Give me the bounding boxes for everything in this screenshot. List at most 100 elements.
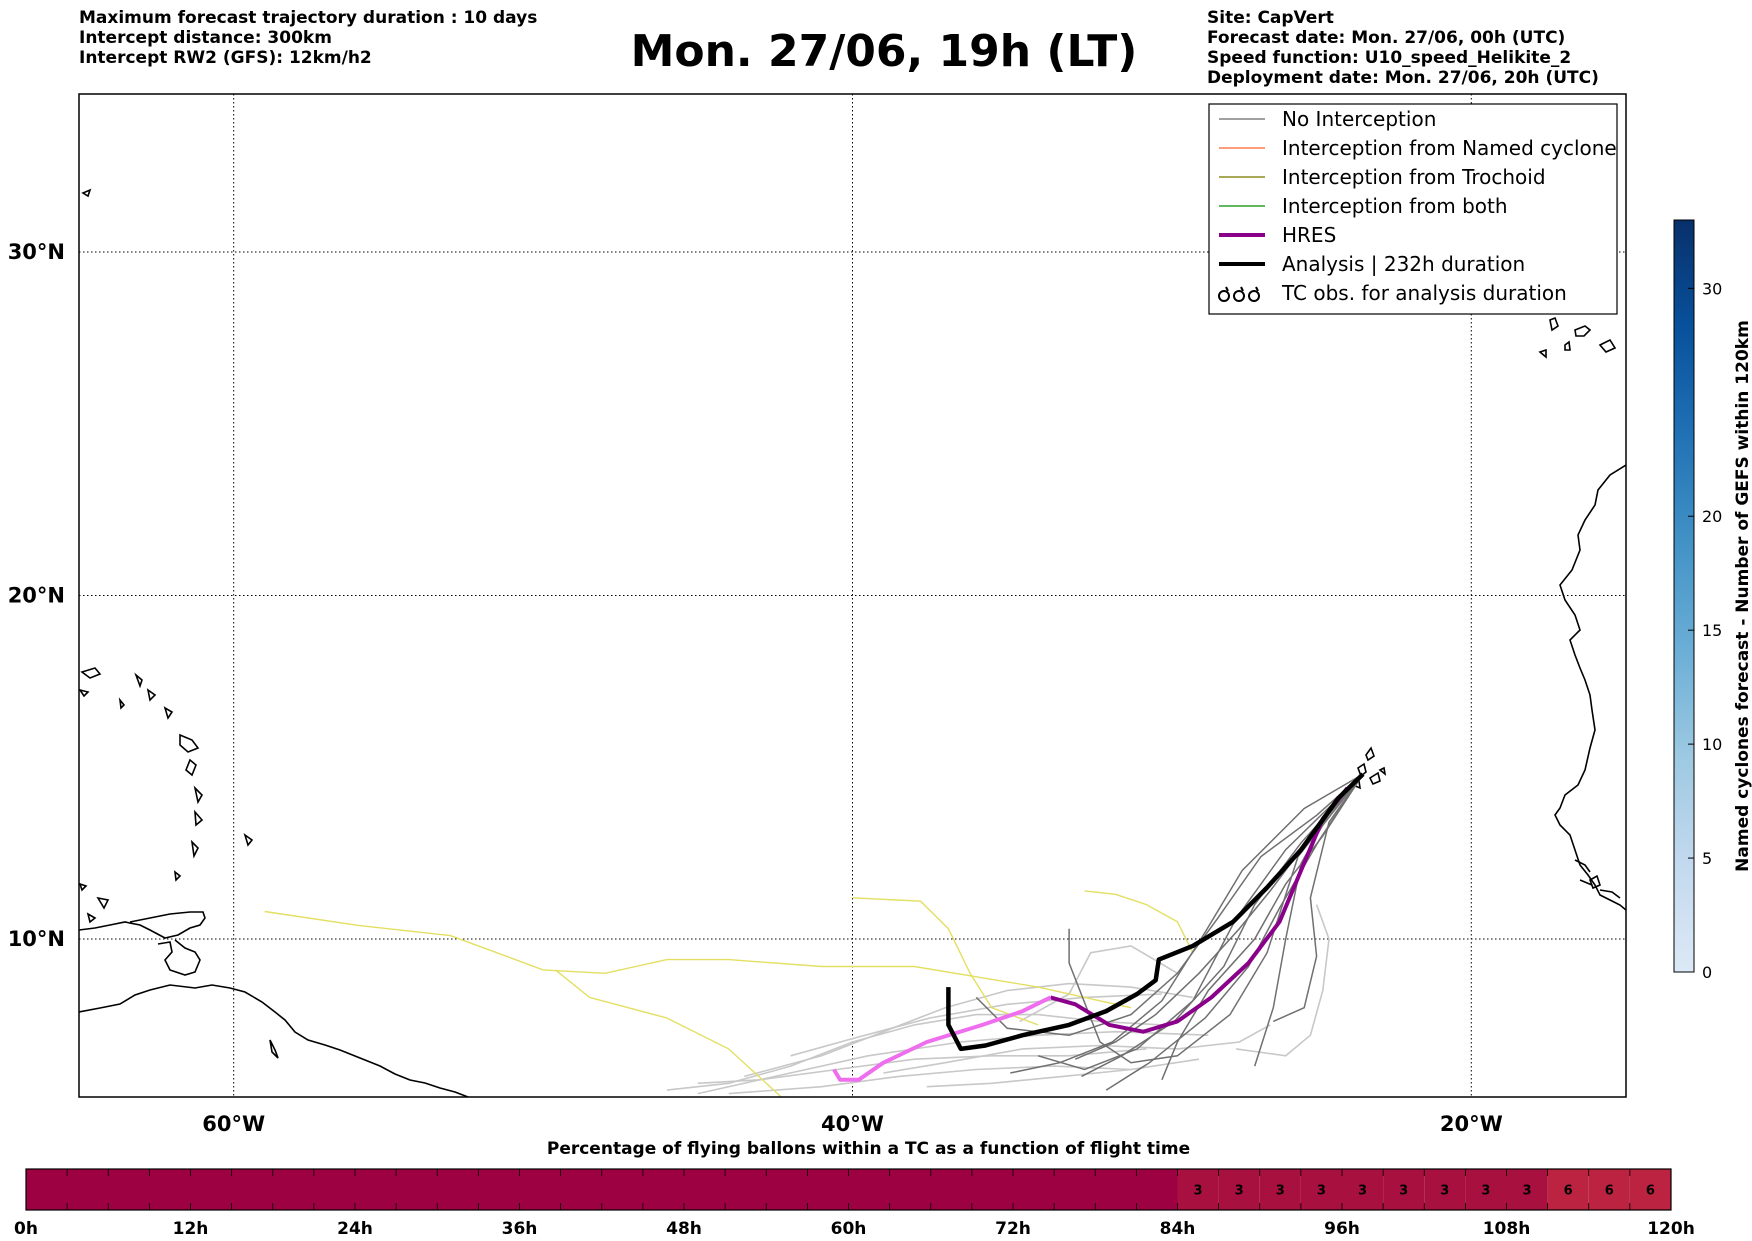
island-antilles xyxy=(243,832,254,847)
header-info-left: Maximum forecast trajectory duration : 1… xyxy=(79,8,537,68)
island-antilles xyxy=(146,688,157,702)
ensemble-track-no-interception xyxy=(728,1065,1132,1095)
ensemble-track-no-interception xyxy=(790,993,1162,1057)
island-antilles xyxy=(185,758,197,777)
legend-label: Analysis | 232h duration xyxy=(1282,252,1525,276)
strip-x-label: 60h xyxy=(831,1219,867,1239)
island-antilles xyxy=(134,672,143,689)
strip-cell-value: 3 xyxy=(1358,1184,1367,1199)
ensemble-track-no-interception xyxy=(1068,773,1364,1064)
ensemble-track-no-interception xyxy=(1272,773,1364,1023)
strip-x-label: 24h xyxy=(337,1219,373,1239)
strip-cell xyxy=(1383,1169,1425,1210)
colorbar-label: Named cyclones forecast - Number of GEFS… xyxy=(1733,320,1752,872)
coastline-africa xyxy=(1554,464,1626,911)
header-line: Site: CapVert xyxy=(1207,8,1334,28)
header-info-right: Site: CapVert Forecast date: Mon. 27/06,… xyxy=(1207,8,1599,88)
island-antilles xyxy=(173,870,182,882)
strip-x-label: 12h xyxy=(173,1219,209,1239)
strip-cell-value: 3 xyxy=(1317,1184,1326,1199)
legend-label: TC obs. for analysis duration xyxy=(1281,281,1567,305)
colorbar-tick-label: 30 xyxy=(1702,279,1722,298)
island-antilles xyxy=(81,188,92,198)
strip-cell xyxy=(1588,1169,1630,1210)
analysis-track xyxy=(946,772,1365,1052)
tc-obs-symbol-tail xyxy=(1225,286,1229,292)
x-tick-label: 20°W xyxy=(1440,1112,1503,1136)
island-canary xyxy=(1549,316,1559,332)
tc-obs-symbol-tail xyxy=(1240,286,1244,292)
strip-cell xyxy=(1259,1169,1301,1210)
trochoid-interception-track xyxy=(852,897,1039,1026)
colorbar: 0 5 10 15 20 30 Named cyclones forecast - Numb… xyxy=(1673,219,1752,982)
island-canary xyxy=(1574,325,1592,337)
legend-label: No Interception xyxy=(1282,107,1436,131)
island-antilles xyxy=(79,882,88,892)
coastline-venezuela xyxy=(79,911,206,939)
tc-obs-symbol xyxy=(1233,290,1245,302)
chart-title: Mon. 27/06, 19h (LT) xyxy=(630,26,1138,77)
trajectory-tracks xyxy=(264,772,1365,1097)
strip-cell-value: 3 xyxy=(1523,1184,1532,1199)
strip-cell-value: 3 xyxy=(1440,1184,1449,1199)
strip-cell-value: 6 xyxy=(1605,1184,1614,1199)
strip-cell-value: 3 xyxy=(1276,1184,1285,1199)
coastline-guyana-delta xyxy=(269,1039,279,1059)
map-frame xyxy=(78,93,1627,1098)
colorbar-tick-label: 20 xyxy=(1702,507,1722,526)
legend-label: Interception from Named cyclone xyxy=(1282,136,1617,160)
ensemble-track-no-interception xyxy=(1253,773,1364,1067)
island-bijagos xyxy=(1589,874,1601,890)
strip-cell xyxy=(1629,1169,1671,1210)
strip-cell xyxy=(1342,1169,1384,1210)
strip-cell xyxy=(1465,1169,1507,1210)
coastline-africa-detail xyxy=(1574,859,1621,899)
x-tick-label: 60°W xyxy=(202,1112,265,1136)
ensemble-track-no-interception xyxy=(1019,945,1178,1023)
trochoid-interception-track xyxy=(555,969,782,1097)
strip-x-label: 96h xyxy=(1324,1219,1360,1239)
strip-cell xyxy=(1177,1169,1219,1210)
colorbar-tick-label: 15 xyxy=(1702,621,1722,640)
header-line: Intercept RW2 (GFS): 12km/h2 xyxy=(79,48,372,68)
island-cape-verde xyxy=(1378,766,1387,776)
strip-cell-value: 6 xyxy=(1564,1184,1573,1199)
island-antilles xyxy=(163,706,174,720)
strip-cell xyxy=(1424,1169,1466,1210)
colorbar-tick-label: 0 xyxy=(1702,963,1712,982)
trochoid-interception-track xyxy=(1084,890,1194,954)
ensemble-track-no-interception xyxy=(1236,904,1330,1057)
header-line: Forecast date: Mon. 27/06, 00h (UTC) xyxy=(1207,28,1566,48)
ensemble-track-no-interception xyxy=(1105,773,1364,1091)
strip-cell-value: 3 xyxy=(1481,1184,1490,1199)
ensemble-track-no-interception xyxy=(975,773,1364,1036)
colorbar-tick-label: 10 xyxy=(1702,735,1722,754)
ensemble-track-no-interception xyxy=(1010,773,1364,1074)
trajectory-map: 60°W 40°W 20°W 30°N 20°N 10°N xyxy=(8,93,1627,1136)
island-antilles xyxy=(96,896,110,910)
island-antilles xyxy=(179,733,200,753)
hres-track xyxy=(1049,786,1350,1034)
strip-cell xyxy=(1547,1169,1589,1210)
island-antilles xyxy=(79,688,90,698)
strip-cell-value: 3 xyxy=(1194,1184,1203,1199)
colorbar-tick-label: 5 xyxy=(1702,849,1712,868)
legend-label: Interception from both xyxy=(1282,194,1508,218)
coastline-trinidad xyxy=(157,939,201,976)
strip-x-label: 48h xyxy=(666,1219,702,1239)
legend: No Interception Interception from Named c… xyxy=(1208,103,1618,315)
strip-x-label: 36h xyxy=(502,1219,538,1239)
strip-x-label: 84h xyxy=(1160,1219,1196,1239)
strip-cell xyxy=(1218,1169,1260,1210)
strip-cell-value: 3 xyxy=(1399,1184,1408,1199)
island-cape-verde xyxy=(1357,762,1367,778)
map-clip-group xyxy=(79,188,1626,1097)
map-axis-labels: 60°W 40°W 20°W 30°N 20°N 10°N xyxy=(8,240,1503,1136)
island-antilles xyxy=(80,667,102,679)
strip-cell xyxy=(1300,1169,1342,1210)
y-tick-label: 10°N xyxy=(8,927,65,951)
legend-label: HRES xyxy=(1282,223,1336,247)
header-line: Maximum forecast trajectory duration : 1… xyxy=(79,8,538,28)
header-line: Speed function: U10_speed_Helikite_2 xyxy=(1207,48,1572,68)
